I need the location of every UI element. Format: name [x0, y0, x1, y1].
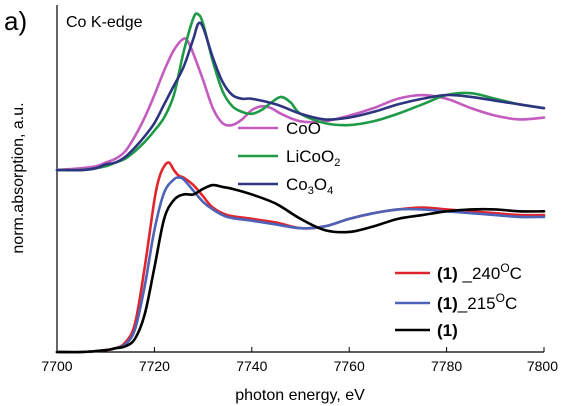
legend-bottom: (1) _240OC (1)_215OC (1) — [395, 261, 522, 340]
series-line-licoo2 — [55, 12, 546, 172]
x-tick-label: 7760 — [334, 358, 365, 374]
x-tick-label: 7780 — [431, 358, 462, 374]
legend-label-co3o4: Co3O4 — [286, 175, 333, 197]
x-axis-label: photon energy, eV — [235, 387, 365, 404]
series-line-coo — [55, 37, 546, 172]
legend-label-1: (1) — [437, 321, 458, 340]
chart-title: Co K-edge — [66, 14, 143, 31]
series-line-co3o4 — [55, 21, 546, 172]
x-ticks: 7700 7720 7740 7760 7780 7800 — [41, 347, 558, 374]
legend-label-240: (1) _240OC — [437, 261, 522, 283]
legend-label-215: (1)_215OC — [437, 291, 517, 313]
panel-label: a) — [4, 6, 27, 36]
series-line-1 — [55, 183, 546, 354]
legend-label-coo: CoO — [286, 119, 321, 138]
series-lines — [55, 12, 546, 354]
series-line-240 — [55, 161, 546, 354]
x-tick-label: 7800 — [527, 358, 558, 374]
x-tick-label: 7740 — [236, 358, 267, 374]
x-tick-label: 7700 — [41, 358, 72, 374]
x-tick-label: 7720 — [139, 358, 170, 374]
legend-top: CoO LiCoO2 Co3O4 — [238, 119, 340, 197]
series-line-215 — [55, 176, 546, 354]
legend-label-licoo2: LiCoO2 — [286, 147, 340, 169]
plot-frame — [56, 5, 544, 353]
y-axis-label: norm.absorption, a.u. — [10, 102, 27, 253]
